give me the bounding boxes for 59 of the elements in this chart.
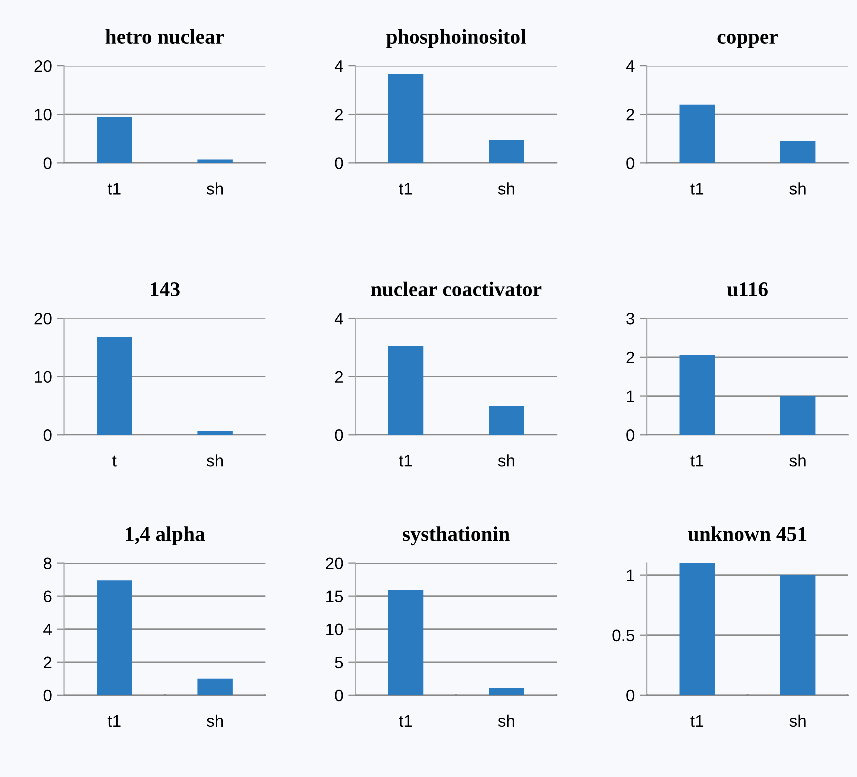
y-tick-label: 2 xyxy=(44,656,52,668)
y-tick-label: 0 xyxy=(44,158,52,170)
chart-title: 143 xyxy=(151,282,180,297)
x-tick-label: sh xyxy=(206,454,224,467)
y-tick-label: 6 xyxy=(44,590,52,603)
y-tick-label: 2 xyxy=(626,109,634,121)
x-tick-label: sh xyxy=(790,182,806,195)
y-tick-label: 2 xyxy=(626,352,634,364)
y-tick-label: 0 xyxy=(335,158,344,170)
chart-title: 1,4 alpha xyxy=(126,526,206,546)
y-tick-label: 1 xyxy=(627,390,634,402)
x-tick-label: sh xyxy=(790,714,806,728)
y-tick-label: 5 xyxy=(335,656,344,669)
y-tick-label: 1 xyxy=(627,570,634,582)
x-tick-label: t1 xyxy=(399,455,412,467)
chart-title: u116 xyxy=(727,282,768,297)
y-tick-label: 4 xyxy=(334,313,344,325)
y-tick-label: 10 xyxy=(35,371,52,384)
y-tick-label: 0 xyxy=(335,430,344,442)
x-tick-label: t1 xyxy=(399,183,412,195)
y-tick-label: 15 xyxy=(326,590,344,603)
y-tick-label: 10 xyxy=(35,109,52,121)
x-tick-label: t1 xyxy=(108,715,121,728)
chart-title: nuclear coactivator xyxy=(371,282,542,297)
x-tick-label: sh xyxy=(206,714,224,728)
y-tick-label: 0.5 xyxy=(612,630,635,642)
x-tick-label: sh xyxy=(498,454,514,467)
x-tick-label: sh xyxy=(498,714,514,728)
x-tick-label: t1 xyxy=(690,455,704,467)
chart-title: copper xyxy=(718,34,778,48)
x-tick-label: t1 xyxy=(690,183,704,195)
y-tick-label: 4 xyxy=(334,60,344,72)
chart-title: unknown 451 xyxy=(688,526,807,542)
y-tick-label: 0 xyxy=(626,158,635,170)
chart-title: phosphoinositol xyxy=(386,29,526,48)
x-tick-label: t1 xyxy=(690,715,704,728)
y-tick-label: 3 xyxy=(626,312,634,325)
y-tick-label: 10 xyxy=(326,624,344,636)
x-tick-label: sh xyxy=(498,182,514,195)
y-tick-label: 20 xyxy=(326,558,344,570)
chart-title: systhationin xyxy=(403,526,510,546)
chart-title: hetro nuclear xyxy=(106,29,224,44)
x-tick-label: t xyxy=(112,456,117,467)
y-tick-label: 2 xyxy=(335,109,344,121)
y-tick-label: 0 xyxy=(335,690,344,702)
x-tick-label: t1 xyxy=(399,715,412,728)
y-tick-label: 2 xyxy=(335,371,344,383)
y-tick-label: 0 xyxy=(44,430,52,442)
y-tick-label: 8 xyxy=(44,558,52,570)
y-tick-label: 0 xyxy=(626,430,635,442)
x-tick-label: sh xyxy=(790,454,806,467)
y-tick-label: 20 xyxy=(34,60,52,72)
y-tick-label: 20 xyxy=(34,312,52,325)
x-tick-label: sh xyxy=(206,182,224,195)
x-tick-label: t1 xyxy=(108,183,121,195)
y-tick-label: 4 xyxy=(44,624,52,636)
y-tick-label: 4 xyxy=(626,60,635,72)
y-tick-label: 0 xyxy=(44,690,52,702)
y-tick-label: 0 xyxy=(626,690,635,702)
